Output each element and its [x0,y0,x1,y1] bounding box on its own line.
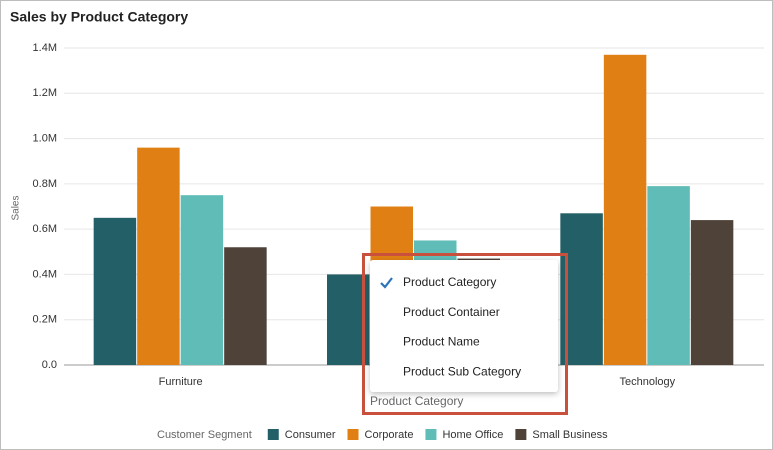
y-tick-label: 1.2M [33,87,57,99]
dropdown: Product Category Product Container Product… [370,260,558,392]
legend: Customer Segment Consumer Corporate Home Of… [157,429,608,441]
x-tick-label: Technology [620,376,676,388]
bar [180,195,224,365]
y-tick-label: 0.6M [33,223,57,235]
legend-label[interactable]: Small Business [532,429,608,441]
chart-title: Sales by Product Category [10,9,188,25]
legend-label[interactable]: Home Office [442,429,503,441]
y-tick-label: 1.0M [33,132,57,144]
x-axis-title: Product Category [370,394,463,408]
bar [137,147,180,365]
legend-label[interactable]: Corporate [365,429,414,441]
bar [224,247,267,365]
bar [690,220,734,365]
y-tick-label: 0.2M [33,314,57,326]
x-tick-label: Furniture [159,376,203,388]
menu-item[interactable]: Product Sub Category [403,364,521,378]
menu-panel [370,260,558,392]
bar [93,217,137,365]
menu-item[interactable]: Product Name [403,335,480,349]
bar [603,54,647,366]
checkmark [380,277,393,289]
legend-swatch [515,429,527,440]
bar [647,186,690,365]
menu-item[interactable]: Product Category [403,275,496,289]
legend-swatch [347,429,359,440]
y-tick-label: 0.4M [33,268,57,280]
highlight-box [362,253,568,415]
legend-label[interactable]: Consumer [285,429,336,441]
legend-swatch [267,429,279,440]
legend-title: Customer Segment [157,429,252,441]
y-axis-title: Sales [11,195,22,220]
menu-item[interactable]: Product Container [403,305,500,319]
y-tick-label: 0.0 [42,359,57,371]
y-tick-label: 0.8M [33,178,57,190]
y-tick-label: 1.4M [33,42,57,54]
legend-swatch [425,429,437,440]
